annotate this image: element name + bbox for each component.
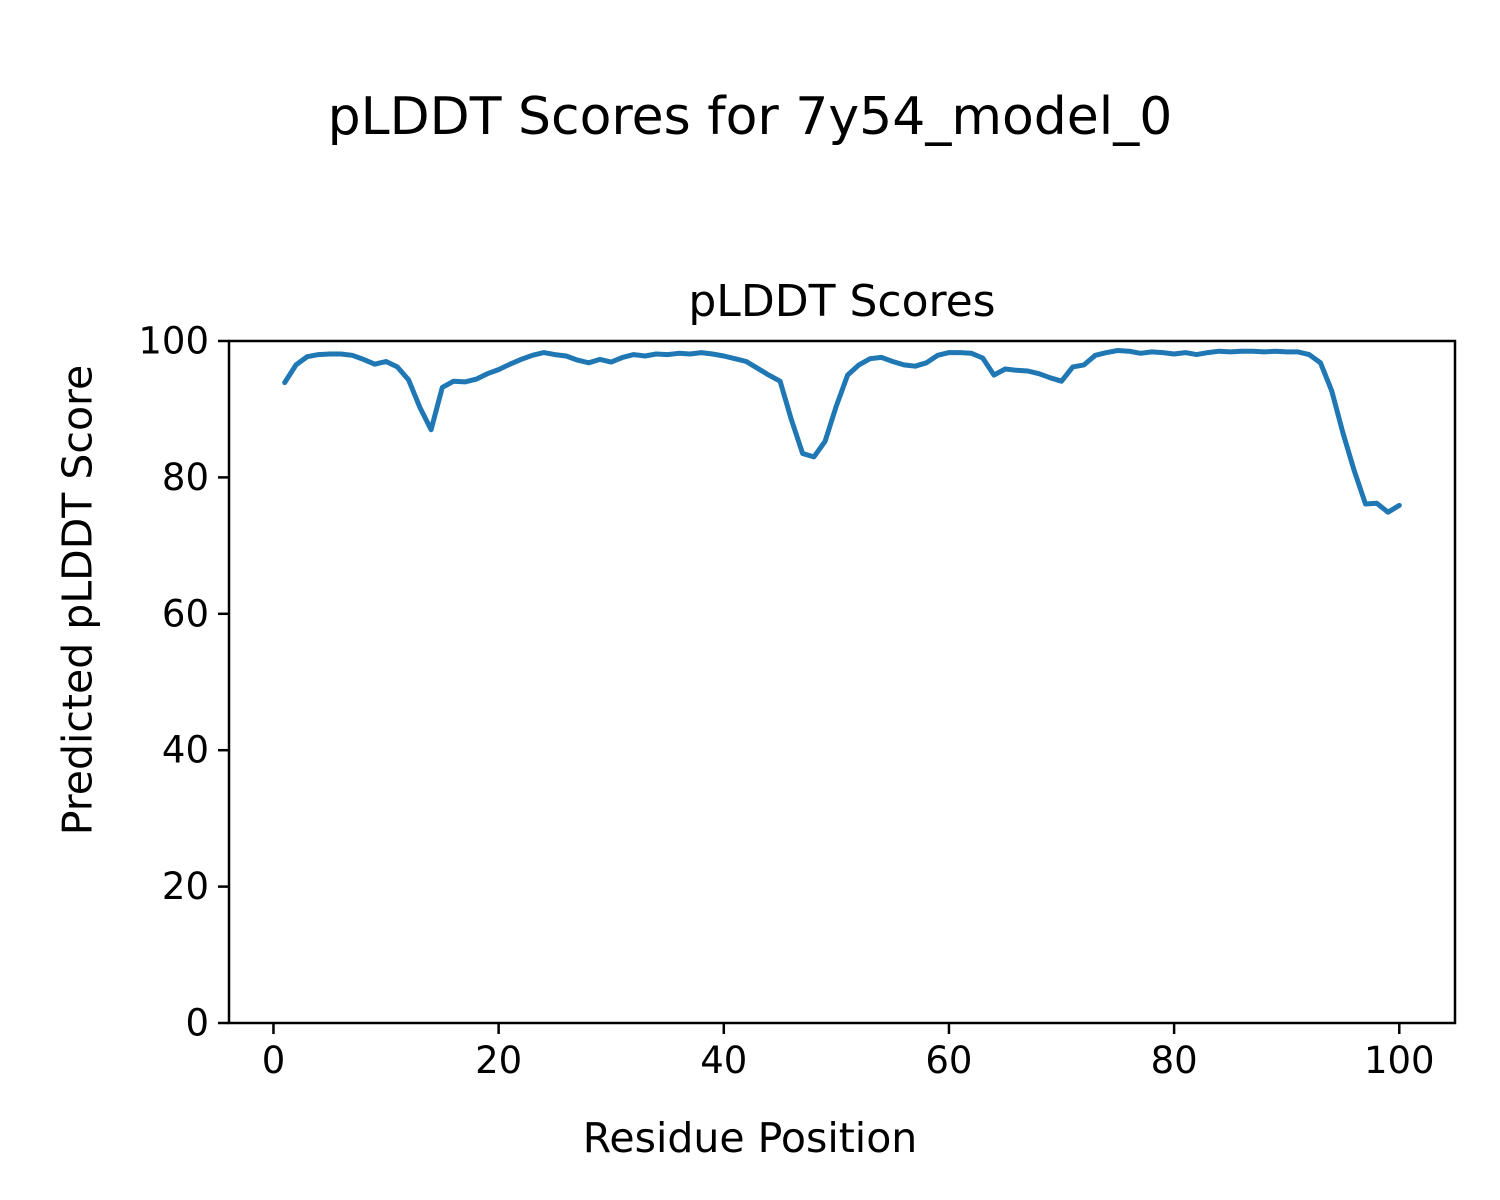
axes-spines [227,339,1457,1025]
plddt-line [282,348,1402,515]
y-tick-label: 100 [138,320,209,363]
x-tick-label: 20 [475,1039,522,1082]
y-tick-label: 40 [162,729,209,772]
x-tick-label: 0 [262,1039,286,1082]
x-tick-label: 40 [700,1039,747,1082]
y-tick-label: 20 [162,865,209,908]
y-tick-label: 60 [162,592,209,635]
x-tick-label: 80 [1151,1039,1198,1082]
y-tick-label: 80 [162,456,209,499]
x-axis-label: Residue Position [582,1114,918,1162]
axes-title: pLDDT Scores [688,276,996,327]
x-tick-label: 100 [1364,1039,1435,1082]
y-axis-label: Predicted pLDDT Score [53,364,102,836]
y-tick-label: 0 [185,1002,209,1045]
x-tick-label: 60 [925,1039,972,1082]
figure-suptitle: pLDDT Scores for 7y54_model_0 [327,87,1173,147]
